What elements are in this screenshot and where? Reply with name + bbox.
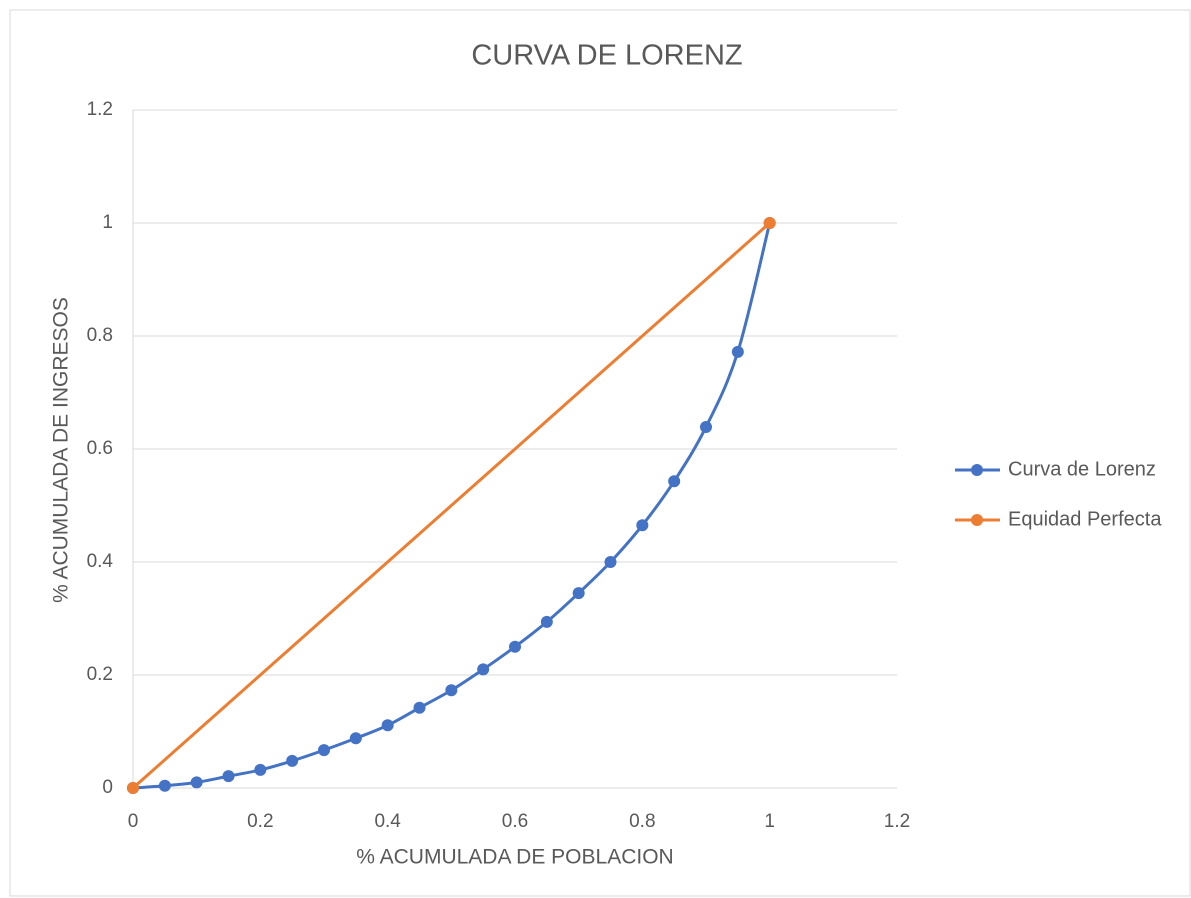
x-tick-label: 0.8 (629, 811, 655, 832)
point (222, 770, 235, 783)
point (254, 763, 267, 776)
point (763, 217, 776, 229)
point (127, 782, 139, 794)
point (636, 519, 649, 532)
y-tick-label: 0.4 (87, 551, 114, 572)
y-tick-label: 0.6 (87, 438, 113, 459)
point (731, 345, 744, 358)
point (349, 732, 362, 745)
y-tick-label: 0 (102, 777, 113, 798)
x-axis-label: % ACUMULADA DE POBLACION (356, 846, 673, 869)
chart-title: CURVA DE LORENZ (471, 40, 742, 72)
point (540, 615, 553, 628)
x-tick-label: 0.2 (247, 811, 273, 832)
point (413, 701, 426, 714)
y-tick-label: 0.8 (87, 325, 113, 346)
chart-frame (9, 9, 1191, 897)
y-tick-label: 1 (102, 212, 113, 233)
point (477, 663, 490, 676)
point (158, 779, 171, 792)
point (318, 744, 330, 757)
x-tick-label: 0 (128, 811, 139, 832)
y-axis-label: % ACUMULADA DE INGRESOS (50, 297, 73, 603)
point (604, 556, 617, 568)
legend-label: Equidad Perfecta (1008, 508, 1162, 530)
point (445, 684, 458, 697)
legend-label: Curva de Lorenz (1008, 458, 1156, 480)
legend-marker (971, 464, 983, 476)
x-tick-label: 0.4 (374, 811, 401, 832)
point (668, 475, 681, 488)
point (509, 640, 521, 653)
x-tick-label: 1 (764, 811, 775, 832)
point (381, 719, 394, 732)
point (286, 754, 299, 767)
x-tick-label: 0.6 (502, 811, 528, 832)
point (572, 587, 585, 600)
series-line (132, 221, 771, 790)
x-tick-label: 1.2 (884, 811, 910, 832)
point (700, 420, 712, 433)
y-tick-label: 1.2 (87, 99, 113, 120)
legend-marker (971, 514, 983, 526)
y-tick-label: 0.2 (87, 664, 113, 685)
point (190, 776, 203, 789)
